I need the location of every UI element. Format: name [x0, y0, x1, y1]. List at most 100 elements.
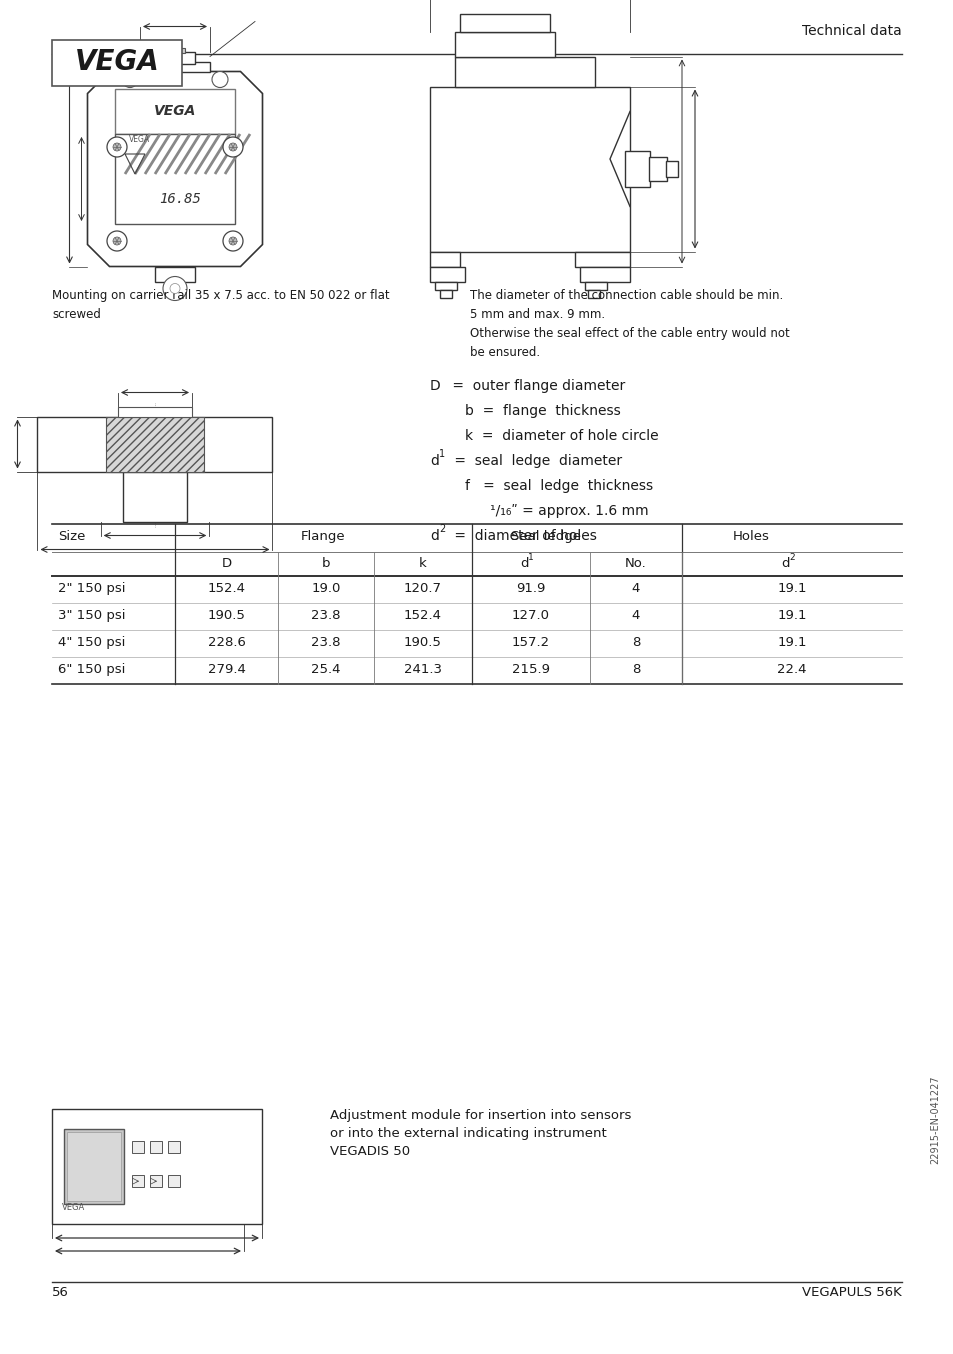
Bar: [37, 417, 273, 471]
Circle shape: [107, 137, 127, 157]
Bar: [435, 282, 456, 290]
Circle shape: [229, 237, 236, 245]
Bar: [579, 267, 629, 282]
Polygon shape: [88, 72, 262, 267]
Bar: [106, 417, 204, 471]
Text: Adjustment module for insertion into sensors: Adjustment module for insertion into sen…: [330, 1109, 631, 1122]
Circle shape: [223, 232, 243, 250]
Circle shape: [229, 144, 236, 152]
Text: 16.85: 16.85: [159, 192, 201, 206]
Bar: [430, 87, 629, 252]
Bar: [439, 290, 452, 298]
Text: =  outer flange diameter: = outer flange diameter: [448, 379, 624, 393]
Bar: [587, 290, 599, 298]
Bar: [115, 134, 234, 223]
Text: 2: 2: [788, 552, 794, 562]
Bar: [168, 1175, 180, 1187]
Text: 56: 56: [52, 1286, 69, 1298]
Bar: [154, 267, 194, 282]
Bar: [150, 1140, 162, 1152]
Text: D: D: [221, 556, 232, 570]
Text: 4: 4: [631, 609, 639, 621]
Text: 228.6: 228.6: [208, 636, 245, 649]
Text: 1: 1: [528, 552, 534, 562]
Bar: [115, 89, 234, 134]
Bar: [64, 1129, 124, 1204]
Bar: [648, 157, 666, 181]
Text: 91.9: 91.9: [516, 582, 545, 594]
Text: VEGA: VEGA: [130, 134, 151, 144]
Bar: [575, 252, 629, 267]
Bar: [584, 282, 606, 290]
Text: 152.4: 152.4: [403, 609, 441, 621]
Text: VEGADIS 50: VEGADIS 50: [330, 1145, 410, 1158]
Text: b  =  flange  thickness: b = flange thickness: [464, 403, 620, 418]
Text: 2" 150 psi: 2" 150 psi: [58, 582, 126, 594]
Text: 8: 8: [631, 663, 639, 676]
Text: 190.5: 190.5: [208, 609, 245, 621]
Text: k: k: [418, 556, 426, 570]
Text: 241.3: 241.3: [403, 663, 441, 676]
Text: 6" 150 psi: 6" 150 psi: [58, 663, 125, 676]
Polygon shape: [60, 41, 173, 87]
Text: ¹/₁₆ʺ = approx. 1.6 mm: ¹/₁₆ʺ = approx. 1.6 mm: [490, 504, 648, 519]
Text: 25.4: 25.4: [311, 663, 340, 676]
Text: Flange: Flange: [301, 529, 345, 543]
Text: 19.1: 19.1: [777, 582, 806, 594]
Text: 3" 150 psi: 3" 150 psi: [58, 609, 126, 621]
Text: 1: 1: [438, 450, 445, 459]
Text: 4" 150 psi: 4" 150 psi: [58, 636, 125, 649]
Text: 22915-EN-041227: 22915-EN-041227: [929, 1075, 939, 1164]
Text: 2: 2: [438, 524, 445, 533]
Circle shape: [107, 232, 127, 250]
Text: 8: 8: [631, 636, 639, 649]
Text: d: d: [781, 556, 789, 570]
Text: 19.1: 19.1: [777, 636, 806, 649]
Text: f   =  seal  ledge  thickness: f = seal ledge thickness: [464, 479, 653, 493]
Text: 120.7: 120.7: [403, 582, 441, 594]
Text: VEGA: VEGA: [74, 47, 159, 76]
Text: The diameter of the connection cable should be min.
5 mm and max. 9 mm.
Otherwis: The diameter of the connection cable sho…: [470, 288, 789, 359]
Circle shape: [170, 283, 180, 294]
Bar: [455, 57, 595, 87]
Bar: [67, 1132, 121, 1201]
Bar: [455, 31, 555, 57]
Circle shape: [112, 237, 121, 245]
Text: 279.4: 279.4: [208, 663, 245, 676]
Circle shape: [163, 276, 187, 301]
Text: Technical data: Technical data: [801, 24, 901, 38]
Bar: [52, 41, 182, 87]
Circle shape: [223, 137, 243, 157]
Bar: [430, 252, 459, 267]
Text: Size: Size: [58, 529, 85, 543]
Circle shape: [122, 72, 138, 88]
Text: or into the external indicating instrument: or into the external indicating instrume…: [330, 1127, 606, 1140]
Text: VEGAPULS 56K: VEGAPULS 56K: [801, 1286, 901, 1298]
Bar: [430, 267, 464, 282]
Text: d: d: [430, 454, 438, 468]
Bar: [123, 471, 187, 521]
Bar: [459, 14, 550, 31]
Bar: [168, 1140, 180, 1152]
Bar: [132, 1175, 144, 1187]
Text: 215.9: 215.9: [512, 663, 550, 676]
Text: k  =  diameter of hole circle: k = diameter of hole circle: [464, 429, 658, 443]
Text: b: b: [321, 556, 330, 570]
Text: 19.1: 19.1: [777, 609, 806, 621]
Circle shape: [212, 72, 228, 88]
Bar: [118, 406, 192, 417]
Text: 190.5: 190.5: [404, 636, 441, 649]
Text: d: d: [520, 556, 529, 570]
Bar: [154, 51, 194, 64]
Text: VEGA: VEGA: [153, 104, 196, 118]
Bar: [140, 61, 210, 72]
Text: 22.4: 22.4: [777, 663, 806, 676]
Text: D: D: [430, 379, 440, 393]
Text: 4: 4: [631, 582, 639, 594]
Text: 23.8: 23.8: [311, 609, 340, 621]
Text: Holes: Holes: [732, 529, 769, 543]
Text: Seal ledge: Seal ledge: [511, 529, 580, 543]
Text: 157.2: 157.2: [512, 636, 550, 649]
Bar: [624, 152, 649, 187]
Text: 23.8: 23.8: [311, 636, 340, 649]
